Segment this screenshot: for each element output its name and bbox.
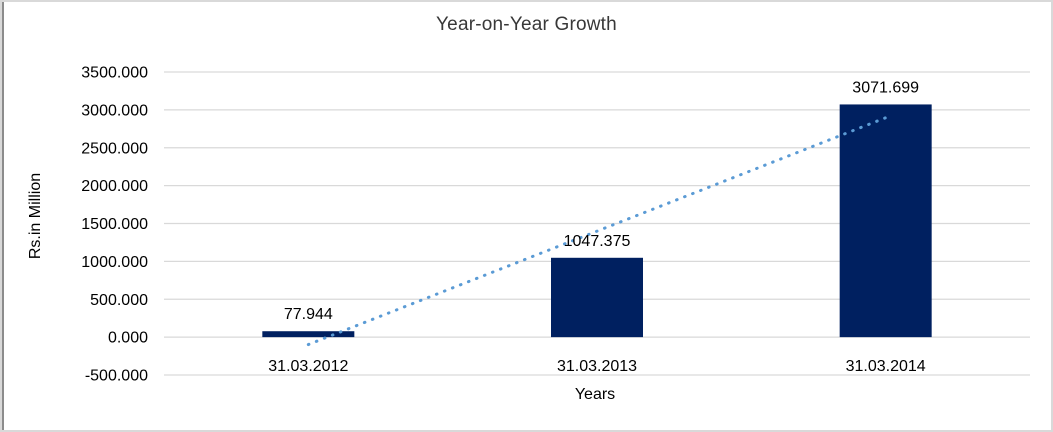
y-tick-label: 1000.000 [81, 254, 148, 271]
trendline [306, 116, 888, 347]
y-tick-label: -500.000 [85, 368, 148, 385]
category-label: 31.03.2012 [268, 358, 348, 375]
data-label: 77.944 [284, 306, 333, 323]
y-tick-label: 3000.000 [81, 102, 148, 119]
y-tick-label: 500.000 [90, 292, 148, 309]
data-label: 1047.375 [564, 233, 631, 250]
bar [839, 104, 932, 338]
category-label: 31.03.2013 [557, 358, 637, 375]
y-tick-label: 1500.000 [81, 216, 148, 233]
y-tick-label: 2000.000 [81, 178, 148, 195]
data-label: 3071.699 [852, 79, 919, 96]
y-tick-label: 2500.000 [81, 140, 148, 157]
y-tick-label: 3500.000 [81, 65, 148, 82]
frame-left-edge [2, 2, 4, 430]
category-label: 31.03.2014 [846, 358, 926, 375]
bar [551, 257, 643, 338]
x-axis-title: Years [574, 386, 616, 403]
y-tick-label: 0.000 [108, 330, 148, 347]
bar [262, 331, 355, 338]
chart-title: Year-on-Year Growth [436, 14, 617, 35]
